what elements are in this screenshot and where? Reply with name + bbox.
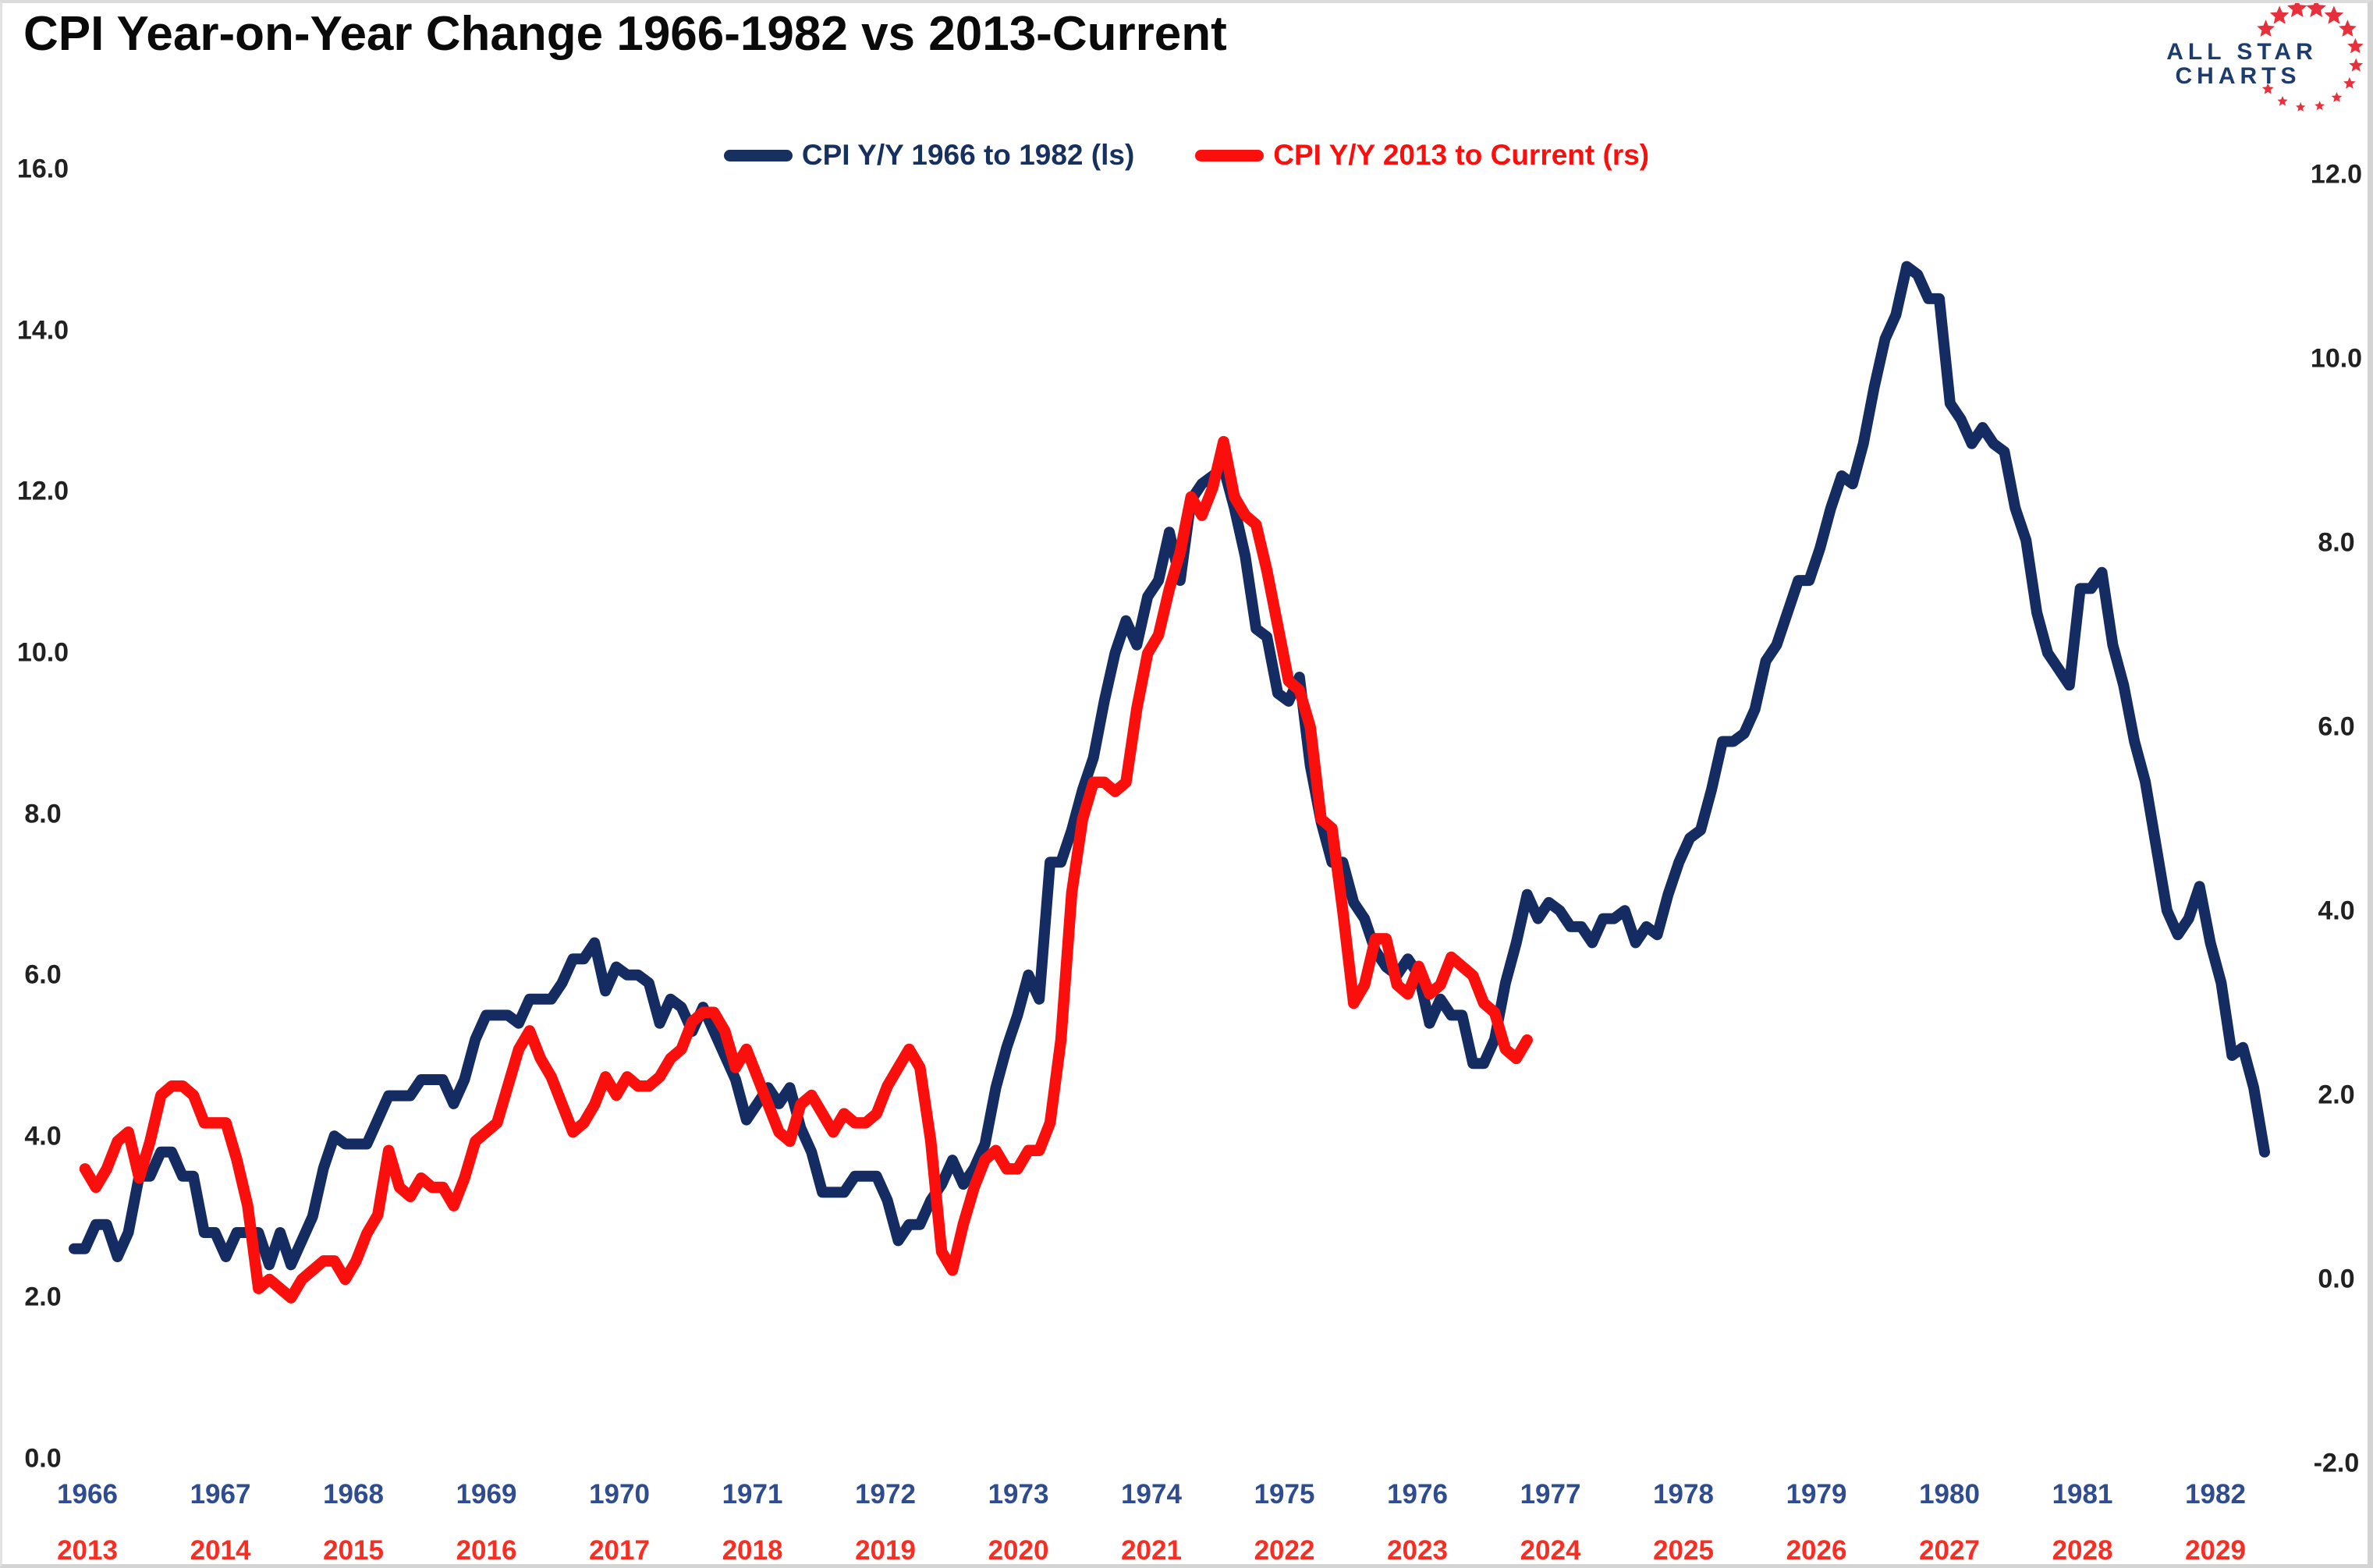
x-year-1979: 1979: [1786, 1479, 1847, 1509]
x-year-1978: 1978: [1653, 1479, 1714, 1509]
x-year-1969: 1969: [456, 1479, 517, 1509]
left-axis-tick-14.0: 14.0: [16, 315, 69, 346]
x-year-2023: 2023: [1387, 1535, 1448, 1566]
logo-star-icon: [2287, 3, 2307, 17]
legend-label-red: CPI Y/Y 2013 to Current (rs): [1273, 139, 1650, 171]
x-year-1968: 1968: [323, 1479, 384, 1509]
x-year-2022: 2022: [1254, 1535, 1315, 1566]
x-year-2017: 2017: [589, 1535, 650, 1566]
x-year-2026: 2026: [1786, 1535, 1847, 1566]
right-axis-tick-0.0: 0.0: [2318, 1264, 2355, 1294]
legend-item-2013-current: CPI Y/Y 2013 to Current (rs): [1195, 139, 1649, 172]
right-axis-tick-12.0: 12.0: [2310, 159, 2363, 190]
logo-star-icon: [2343, 76, 2356, 89]
right-axis-tick-6.0: 6.0: [2318, 711, 2355, 742]
x-year-1973: 1973: [988, 1479, 1049, 1509]
right-axis-tick-2.0: 2.0: [2318, 1080, 2355, 1110]
logo-star-icon: [2257, 20, 2275, 37]
x-year-2025: 2025: [1653, 1535, 1714, 1566]
x-year-2019: 2019: [855, 1535, 916, 1566]
x-year-2013: 2013: [57, 1535, 118, 1566]
right-axis-tick-8.0: 8.0: [2318, 527, 2355, 558]
left-axis-tick-12.0: 12.0: [16, 476, 69, 506]
series-line-1966-1982: [69, 261, 2270, 1271]
logo-star-icon: [2296, 102, 2306, 112]
logo-star-icon: [2306, 3, 2326, 17]
legend-item-1966-1982: CPI Y/Y 1966 to 1982 (ls): [723, 139, 1135, 172]
right-axis-tick--2.0: -2.0: [2313, 1448, 2360, 1478]
x-year-2015: 2015: [323, 1535, 384, 1566]
logo-star-icon: [2269, 5, 2290, 24]
x-year-1966: 1966: [57, 1479, 118, 1509]
x-year-2028: 2028: [2052, 1535, 2113, 1566]
logo-star-icon: [2347, 37, 2364, 54]
x-year-2021: 2021: [1121, 1535, 1182, 1566]
x-year-1976: 1976: [1387, 1479, 1448, 1509]
legend: CPI Y/Y 1966 to 1982 (ls) CPI Y/Y 2013 t…: [0, 137, 2373, 173]
allstarcharts-logo: ALL STAR CHARTS: [2166, 3, 2364, 112]
left-axis-tick-6.0: 6.0: [24, 960, 62, 990]
x-year-1967: 1967: [190, 1479, 251, 1509]
left-axis-tick-0.0: 0.0: [24, 1443, 62, 1474]
legend-line-swatch-red: [1195, 149, 1265, 161]
x-year-1971: 1971: [722, 1479, 783, 1509]
chart-title: CPI Year-on-Year Change 1966-1982 vs 201…: [23, 7, 1227, 61]
x-year-2018: 2018: [722, 1535, 783, 1566]
right-axis-tick-10.0: 10.0: [2310, 343, 2363, 374]
logo-text-charts: CHARTS: [2176, 63, 2301, 89]
x-year-2029: 2029: [2185, 1535, 2246, 1566]
logo-star-icon: [2324, 5, 2344, 24]
x-year-1980: 1980: [1919, 1479, 1980, 1509]
x-year-2020: 2020: [988, 1535, 1049, 1566]
left-axis-tick-10.0: 10.0: [16, 637, 69, 668]
left-axis-tick-16.0: 16.0: [16, 154, 69, 184]
logo-star-icon: [2314, 101, 2325, 111]
left-axis-tick-2.0: 2.0: [24, 1282, 62, 1312]
logo-text-allstar: ALL STAR: [2166, 39, 2318, 65]
x-year-2024: 2024: [1520, 1535, 1581, 1566]
x-year-1974: 1974: [1121, 1479, 1182, 1509]
left-axis-tick-4.0: 4.0: [24, 1121, 62, 1151]
x-year-1972: 1972: [855, 1479, 916, 1509]
series-line-2013-current: [79, 435, 1533, 1304]
logo-star-icon: [2277, 96, 2288, 106]
logo-star-icon: [2261, 83, 2274, 94]
logo-star-icon: [2339, 20, 2357, 37]
x-year-2014: 2014: [190, 1535, 251, 1566]
x-year-1981: 1981: [2052, 1479, 2113, 1509]
x-year-2016: 2016: [456, 1535, 517, 1566]
logo-star-icon: [2349, 58, 2364, 72]
x-year-2027: 2027: [1919, 1535, 1980, 1566]
right-axis-tick-4.0: 4.0: [2318, 896, 2355, 926]
x-year-1982: 1982: [2185, 1479, 2246, 1509]
legend-line-swatch-blue: [723, 149, 793, 161]
legend-label-blue: CPI Y/Y 1966 to 1982 (ls): [801, 139, 1135, 171]
logo-star-icon: [2331, 91, 2343, 102]
x-year-1977: 1977: [1520, 1479, 1581, 1509]
x-year-1970: 1970: [589, 1479, 650, 1509]
logo-star-ring-icon: [2257, 3, 2364, 112]
left-axis-tick-8.0: 8.0: [24, 799, 62, 829]
x-year-1975: 1975: [1254, 1479, 1315, 1509]
